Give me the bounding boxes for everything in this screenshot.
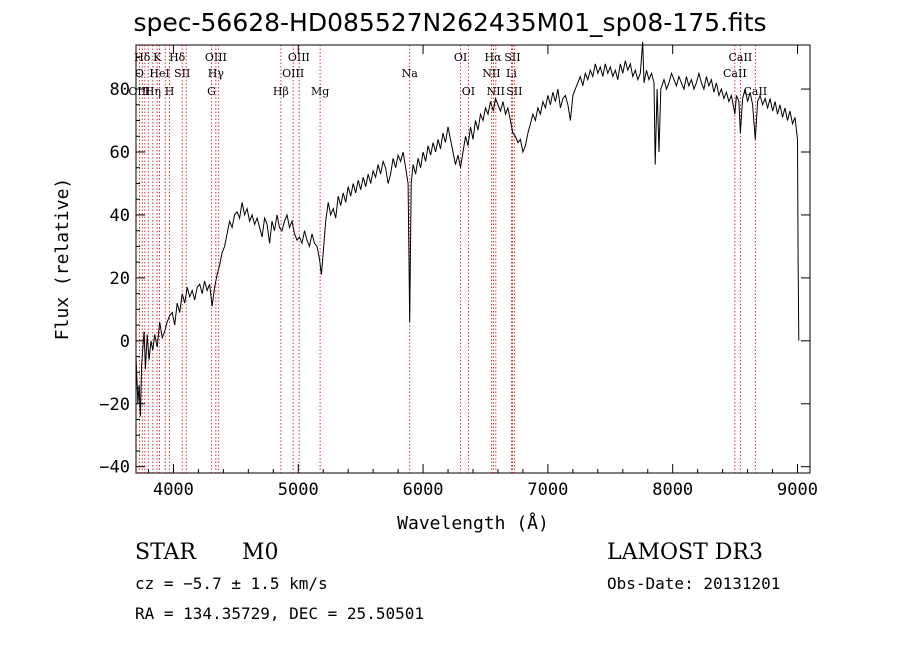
plot-frame [135,44,811,474]
y-axis-label: Flux (relative) [52,178,73,341]
line-label: SII [506,85,522,98]
line-label: OIII [205,51,227,64]
spectrum-line [135,41,800,417]
x-tick-label: 6000 [403,480,444,500]
line-label: Mg [311,85,329,98]
axis-ticks: 4000 5000 6000 7000 8000 9000 −40 −20 0 20 40 60 80 [99,45,818,500]
line-label: CaII [729,51,753,64]
y-tick-label: 40 [110,206,130,226]
redshift-readout: cz = −5.7 ± 1.5 km/s [135,574,328,593]
x-axis-label: Wavelength (Å) [397,512,549,534]
survey-name: LAMOST DR3 [607,540,763,565]
line-label: Hη [145,85,161,98]
line-label: Na [402,67,419,80]
x-tick-label: 7000 [527,480,568,500]
line-label: OIII [282,67,304,80]
line-label: Li [506,67,517,80]
line-label: H [165,85,175,98]
line-label: NII [482,67,500,80]
x-tick-label: 5000 [278,480,319,500]
line-label: Hα [484,51,502,64]
line-label: OIII [288,51,310,64]
x-tick-label: 4000 [153,480,194,500]
line-label: G [207,85,216,98]
obs-date: Obs-Date: 20131201 [607,574,781,593]
line-label: Hβ [273,85,289,98]
line-label: SII [504,51,520,64]
line-label: OIII [128,85,150,98]
coordinates: RA = 134.35729, DEC = 25.50501 [135,604,424,623]
y-tick-label: 60 [110,143,130,163]
line-label: CaII [743,85,767,98]
line-label: K [153,51,162,64]
line-label: Hδ [169,51,186,64]
y-tick-label: 80 [110,80,130,100]
y-tick-label: 20 [110,269,130,289]
x-tick-label: 9000 [777,480,818,500]
line-label: OI [462,85,475,98]
y-tick-label: −40 [99,458,130,478]
line-label: CaII [723,67,747,80]
line-markers [138,45,756,473]
line-label: SII [174,67,190,80]
star-class: STAR [135,540,196,565]
y-tick-label: 0 [120,332,130,352]
line-label: HeI [149,67,169,80]
line-label: NII [487,85,505,98]
x-tick-label: 8000 [652,480,693,500]
plot-title: spec-56628-HD085527N262435M01_sp08-175.f… [133,8,767,37]
line-label: OI [454,51,467,64]
star-subclass: M0 [242,540,279,565]
y-tick-label: −20 [99,395,130,415]
line-label: Hδ [134,51,151,64]
line-label: Hγ [208,67,225,80]
